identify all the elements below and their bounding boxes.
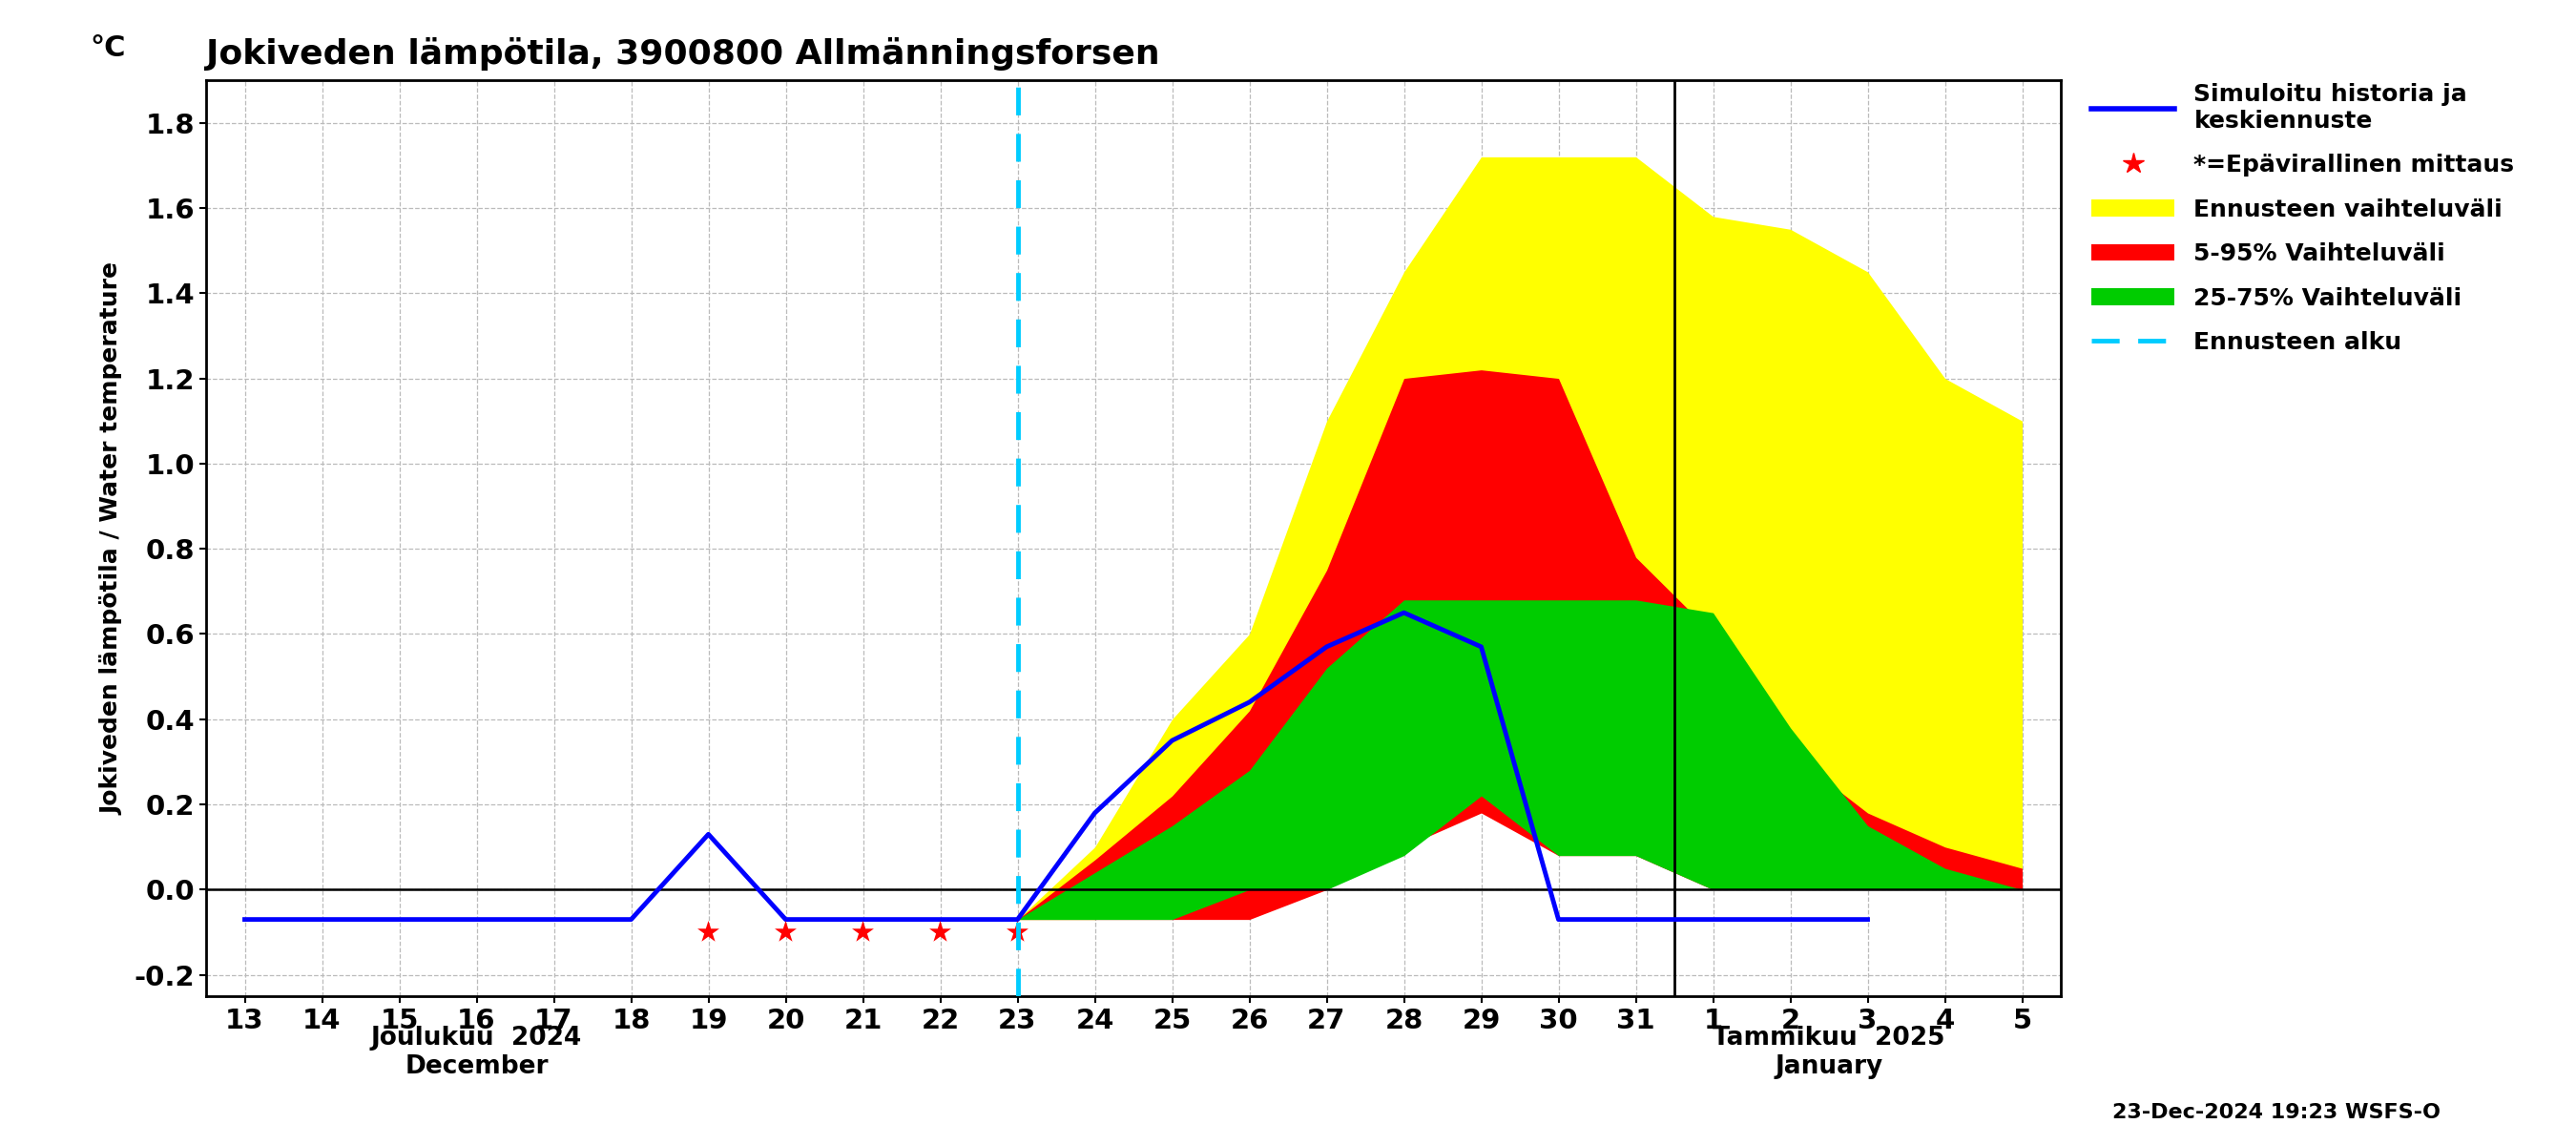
Y-axis label: Jokiveden lämpötila / Water temperature: Jokiveden lämpötila / Water temperature bbox=[100, 262, 124, 814]
Text: Tammikuu  2025
January: Tammikuu 2025 January bbox=[1713, 1026, 1945, 1080]
Point bbox=[688, 923, 729, 941]
Point bbox=[765, 923, 806, 941]
Text: 23-Dec-2024 19:23 WSFS-O: 23-Dec-2024 19:23 WSFS-O bbox=[2112, 1103, 2439, 1122]
Text: °C: °C bbox=[90, 34, 126, 62]
Point bbox=[997, 923, 1038, 941]
Text: Joulukuu  2024
December: Joulukuu 2024 December bbox=[371, 1026, 582, 1080]
Point bbox=[842, 923, 884, 941]
Legend: Simuloitu historia ja
keskiennuste, *=Epävirallinen mittaus, Ennusteen vaihteluv: Simuloitu historia ja keskiennuste, *=Ep… bbox=[2092, 82, 2514, 354]
Text: Jokiveden lämpötila, 3900800 Allmänningsforsen: Jokiveden lämpötila, 3900800 Allmännings… bbox=[206, 38, 1159, 71]
Point bbox=[920, 923, 961, 941]
